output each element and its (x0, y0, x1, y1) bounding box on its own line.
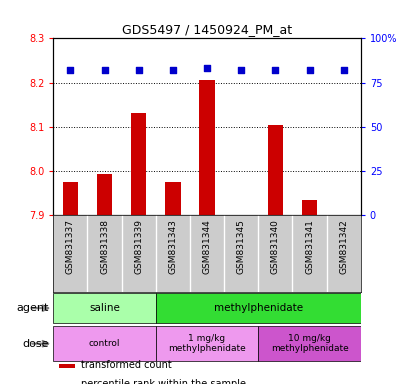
Title: GDS5497 / 1450924_PM_at: GDS5497 / 1450924_PM_at (122, 23, 291, 36)
Text: GSM831343: GSM831343 (168, 219, 177, 274)
Text: GSM831342: GSM831342 (338, 219, 347, 274)
Text: agent: agent (17, 303, 49, 313)
Bar (131, 113, 146, 215)
Point (203, 65, 210, 71)
Text: methylphenidate: methylphenidate (213, 303, 302, 313)
Bar (155, 326, 258, 361)
Bar (59, 364, 74, 368)
Text: percentile rank within the sample: percentile rank within the sample (81, 379, 245, 384)
Point (135, 67, 142, 73)
Bar (63, 182, 78, 215)
Text: transformed count: transformed count (81, 360, 171, 370)
Bar (53, 293, 155, 323)
Point (101, 67, 108, 73)
Point (339, 67, 346, 73)
Text: 1 mg/kg
methylphenidate: 1 mg/kg methylphenidate (168, 334, 245, 353)
Text: saline: saline (89, 303, 120, 313)
Text: GSM831337: GSM831337 (66, 219, 75, 274)
Bar (53, 326, 155, 361)
Bar (199, 80, 214, 215)
Text: GSM831340: GSM831340 (270, 219, 279, 274)
Text: GSM831345: GSM831345 (236, 219, 245, 274)
Text: 10 mg/kg
methylphenidate: 10 mg/kg methylphenidate (270, 334, 348, 353)
Point (272, 67, 278, 73)
Point (237, 67, 244, 73)
Bar (165, 182, 180, 215)
Bar (267, 126, 282, 215)
Point (306, 67, 312, 73)
Text: control: control (89, 339, 120, 348)
Point (169, 67, 176, 73)
Text: GSM831341: GSM831341 (304, 219, 313, 274)
Text: GSM831344: GSM831344 (202, 219, 211, 274)
Bar (258, 326, 360, 361)
Text: GSM831339: GSM831339 (134, 219, 143, 274)
Bar (301, 200, 317, 215)
Text: GSM831338: GSM831338 (100, 219, 109, 274)
Bar (155, 293, 360, 323)
Text: dose: dose (22, 339, 49, 349)
Point (67, 67, 74, 73)
Bar (97, 174, 112, 215)
